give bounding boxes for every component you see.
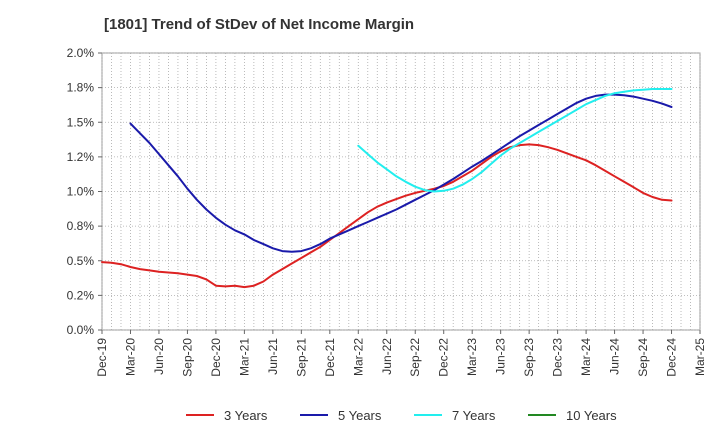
legend-label: 5 Years [338, 408, 382, 423]
x-tick-label: Jun-24 [608, 338, 622, 375]
y-tick-label: 2.0% [67, 46, 95, 60]
x-tick-label: Mar-20 [123, 338, 137, 376]
series-line-7-years [357, 88, 673, 193]
x-tick-label: Sep-21 [294, 338, 308, 377]
x-tick-label: Sep-20 [180, 338, 194, 377]
series-line-3-years [101, 143, 673, 289]
x-tick-label: Jun-21 [266, 338, 280, 375]
legend-label: 3 Years [224, 408, 268, 423]
x-tick-label: Sep-24 [636, 338, 650, 377]
x-tick-label: Sep-23 [522, 338, 536, 377]
y-tick-label: 1.5% [67, 115, 95, 129]
x-tick-label: Jun-22 [380, 338, 394, 375]
x-tick-label: Dec-24 [665, 338, 679, 377]
x-tick-label: Mar-24 [579, 338, 593, 376]
y-tick-label: 1.0% [67, 185, 95, 199]
y-axis: 0.0% 0.2% 0.5% 0.8% 1.0% 1.2% 1.5% 1.8% 2.0% [67, 46, 102, 337]
y-tick-label: 0.0% [67, 323, 95, 337]
x-tick-label: Jun-23 [494, 338, 508, 375]
x-tick-label: Dec-23 [551, 338, 565, 377]
x-tick-label: Dec-21 [323, 338, 337, 377]
legend-label: 10 Years [566, 408, 617, 423]
x-tick-label: Mar-21 [237, 338, 251, 376]
x-tick-label: Dec-22 [437, 338, 451, 377]
x-tick-label: Sep-22 [408, 338, 422, 377]
series-lines [101, 88, 673, 289]
x-axis: Dec-19 Mar-20 Jun-20 Sep-20 Dec-20 Mar-21 Jun-… [95, 330, 707, 377]
series-line-5-years [129, 93, 673, 253]
x-tick-label: Mar-23 [465, 338, 479, 376]
x-tick-label: Dec-20 [209, 338, 223, 377]
chart-title: [1801] Trend of StDev of Net Income Marg… [104, 16, 415, 33]
x-tick-label: Mar-22 [351, 338, 365, 376]
x-tick-label: Mar-25 [693, 338, 707, 376]
legend: 3 Years 5 Years 7 Years 10 Years [186, 408, 617, 423]
y-tick-label: 0.2% [67, 288, 95, 302]
legend-label: 7 Years [452, 408, 496, 423]
x-tick-label: Jun-20 [152, 338, 166, 375]
y-tick-label: 0.5% [67, 254, 95, 268]
y-tick-label: 1.8% [67, 81, 95, 95]
x-tick-label: Dec-19 [95, 338, 109, 377]
y-tick-label: 1.2% [67, 150, 95, 164]
y-tick-label: 0.8% [67, 219, 95, 233]
